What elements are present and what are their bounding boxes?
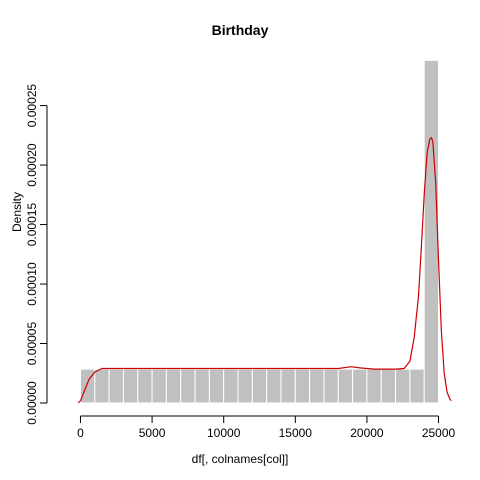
histogram-bar	[423, 59, 440, 404]
x-tick-label: 25000	[422, 426, 456, 440]
histogram-bar	[122, 368, 139, 404]
histogram-bar	[94, 368, 110, 404]
x-tick-label: 5000	[139, 426, 166, 440]
x-tick-label: 10000	[207, 426, 241, 440]
histogram-bar	[280, 368, 296, 404]
histogram-bar	[237, 368, 253, 404]
histogram-bar	[108, 368, 124, 404]
x-tick-label: 15000	[279, 426, 313, 440]
histogram-bar	[251, 368, 268, 404]
histogram-bar	[180, 368, 196, 404]
histogram-bar	[266, 368, 282, 404]
y-axis-label: Density	[10, 191, 24, 232]
y-tick-label: 0.00015	[25, 203, 39, 247]
histogram-bar	[409, 368, 425, 404]
y-tick-label: 0.00025	[25, 84, 39, 128]
histogram-bar	[380, 368, 397, 404]
y-tick-label: 0.00000	[25, 381, 39, 425]
histogram-bar	[366, 368, 382, 404]
histogram-bar	[223, 368, 239, 404]
chart-title: Birthday	[211, 22, 269, 38]
x-tick-label: 20000	[350, 426, 384, 440]
histogram-bar	[151, 368, 167, 404]
x-tick-label: 0	[77, 426, 84, 440]
histogram-bar	[137, 368, 153, 404]
histogram-bar	[194, 368, 210, 404]
histogram-bar	[395, 368, 411, 404]
density-curve	[77, 136, 452, 404]
histogram-bar	[337, 368, 354, 404]
histogram-bar	[309, 368, 325, 404]
y-tick-label: 0.00020	[25, 143, 39, 187]
histogram-bar	[352, 368, 368, 404]
y-tick-label: 0.00010	[25, 262, 39, 306]
histogram-bar	[323, 368, 339, 404]
x-axis-label: df[, colnames[col]]	[191, 452, 289, 466]
histogram-bar	[165, 368, 182, 404]
histogram-bar	[208, 368, 225, 404]
histogram-bar	[294, 368, 311, 404]
y-tick-label: 0.00005	[25, 322, 39, 366]
